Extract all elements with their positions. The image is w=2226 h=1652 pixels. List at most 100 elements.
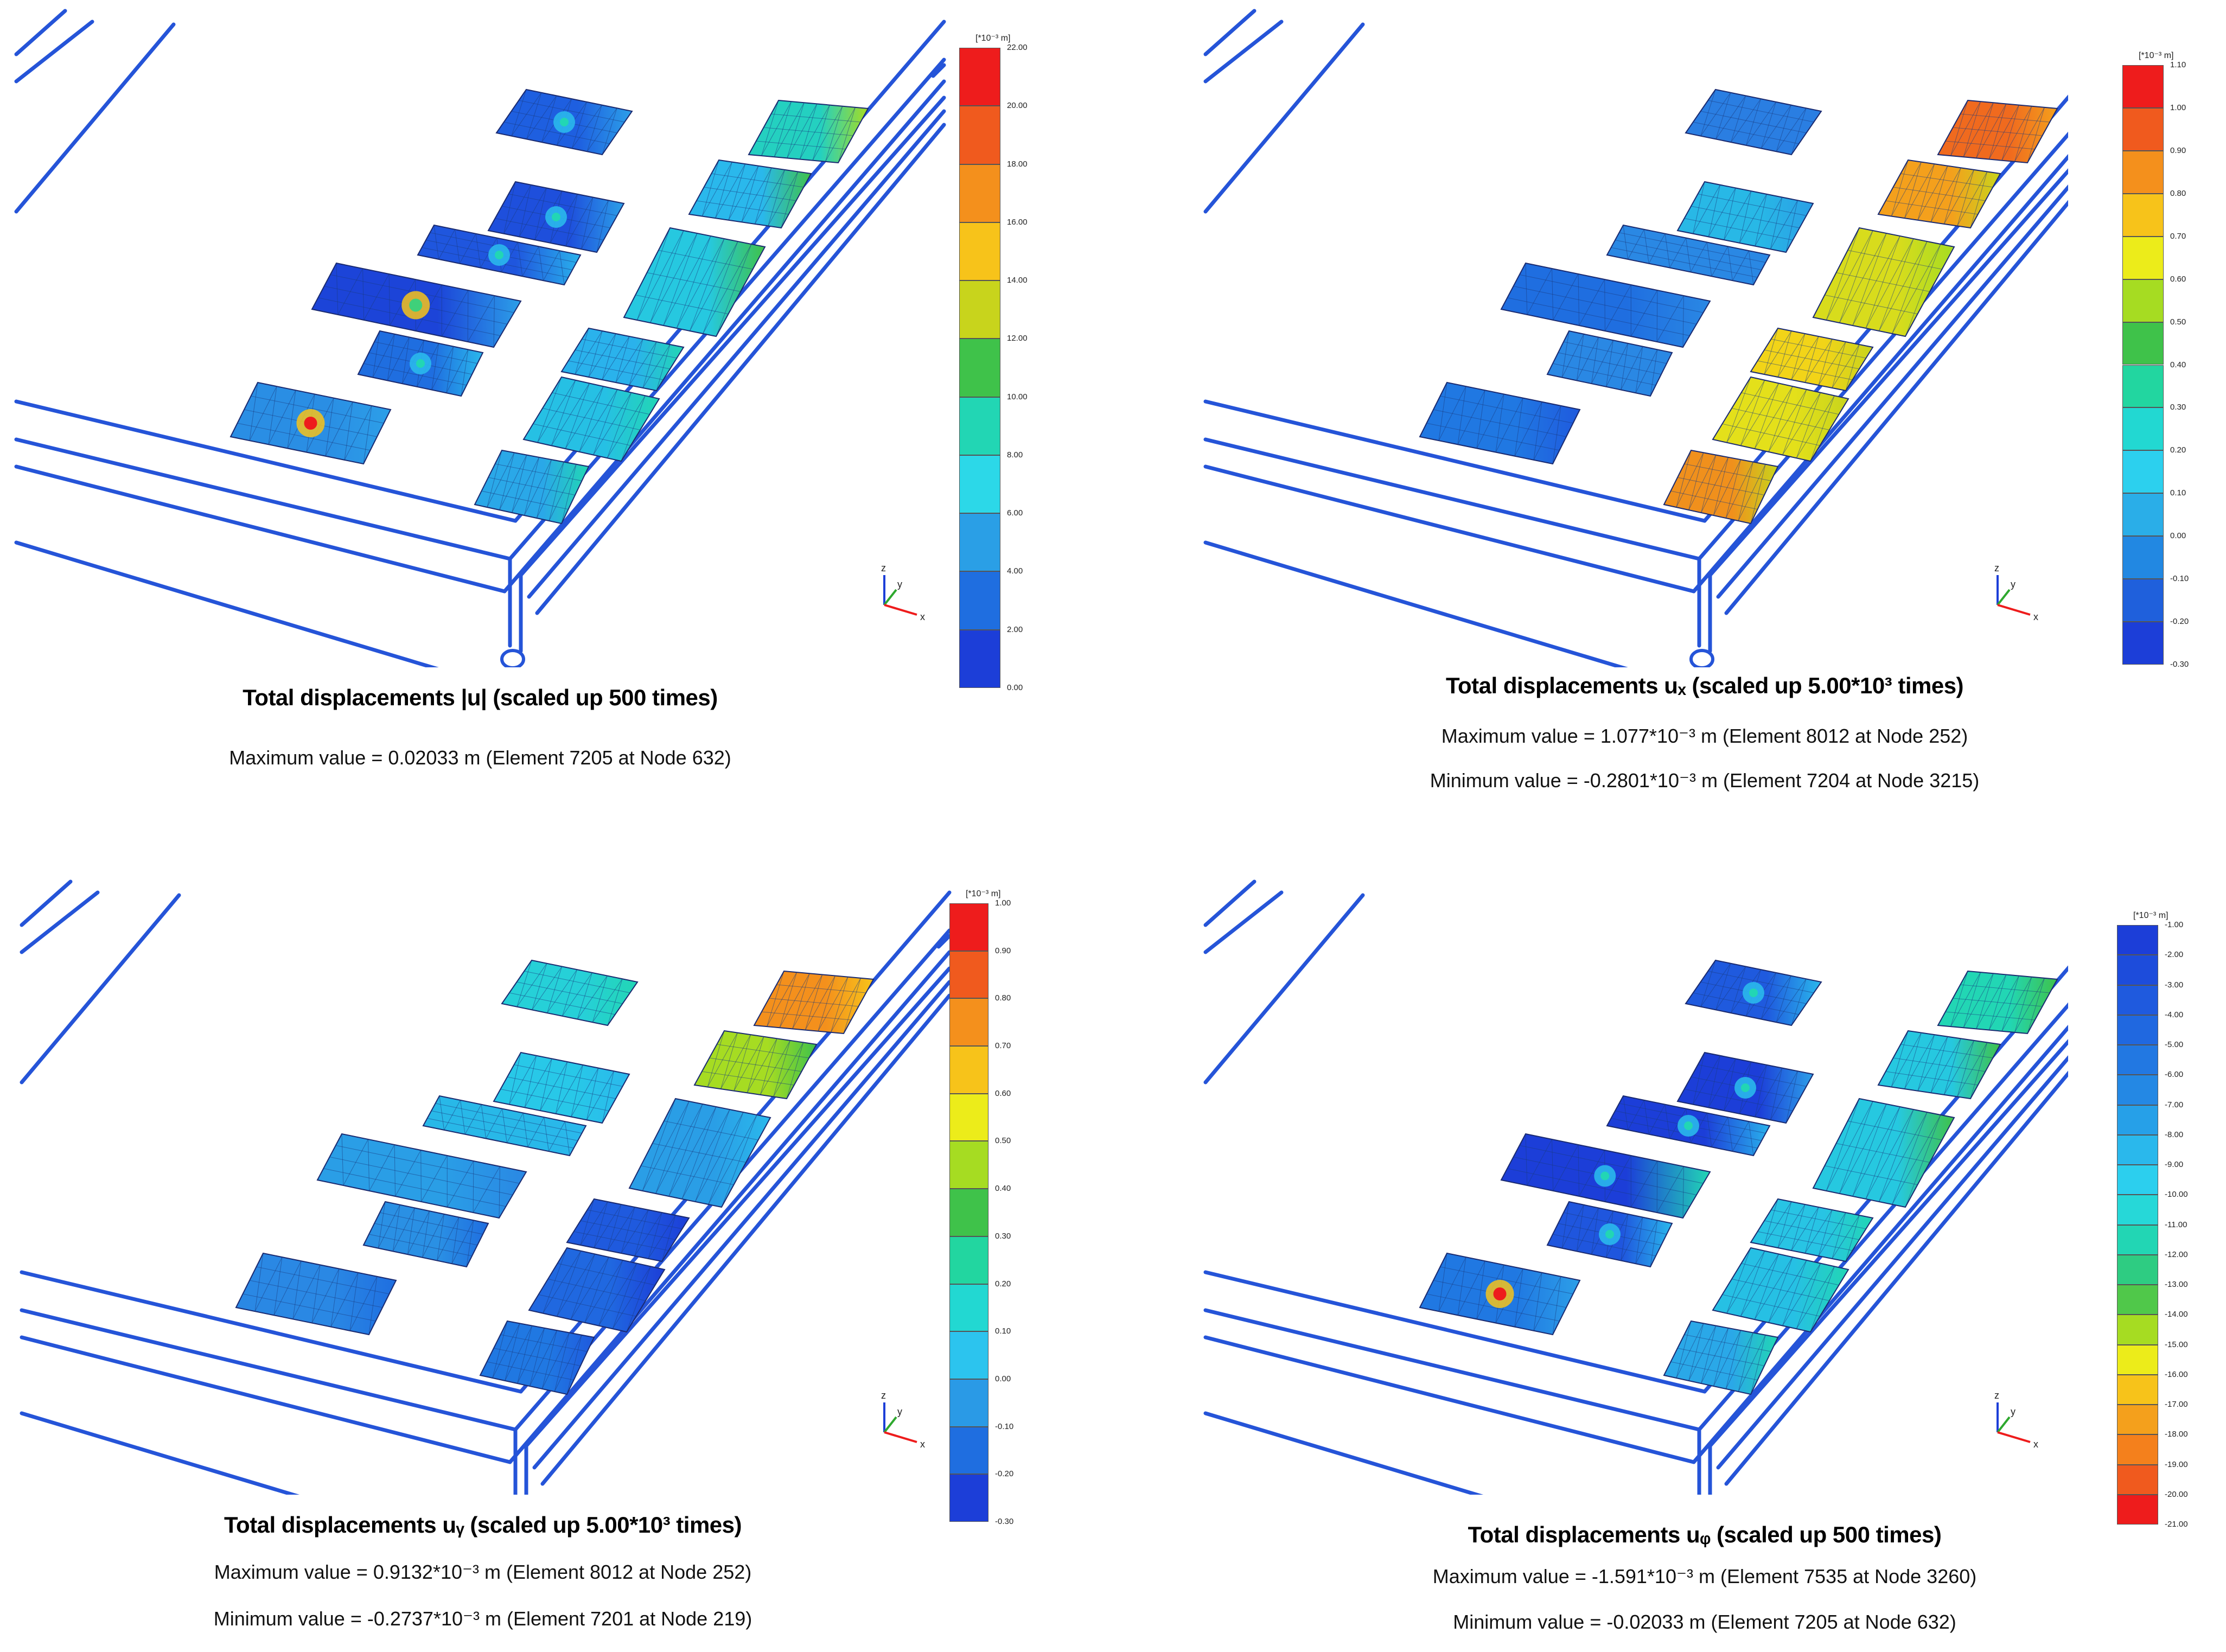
legend-tick-label: 0.70	[2170, 231, 2186, 241]
legend-color-band	[959, 629, 1000, 688]
legend-tick-label: 0.40	[2170, 360, 2186, 369]
legend-color-band	[949, 1141, 988, 1189]
legend-color-band	[949, 1474, 988, 1522]
mesh-patch	[628, 1098, 771, 1208]
structure-outline	[14, 9, 946, 667]
axis-triad: zy x	[881, 1390, 925, 1450]
legend-color-band	[959, 571, 1000, 630]
panel-title: Total displacements uᵧ (scaled up 5.00*1…	[224, 1512, 742, 1538]
legend-tick-label: -10.00	[2165, 1190, 2188, 1200]
model-view: z y x	[14, 9, 946, 667]
legend-color-band	[2117, 1374, 2158, 1405]
legend-tick-label: -13.00	[2165, 1280, 2188, 1289]
mesh-patch	[311, 262, 522, 348]
mesh-patch	[1750, 327, 1874, 392]
legend-color-band	[2122, 193, 2164, 237]
axis-z-label: z	[881, 1390, 886, 1401]
mesh-patch	[566, 1198, 690, 1262]
legend-color-band	[949, 903, 988, 951]
mesh-patch	[748, 99, 869, 164]
mesh-patch	[487, 181, 625, 253]
legend-tick-label: 1.00	[2170, 103, 2186, 112]
legend-color-band	[2122, 279, 2164, 322]
legend-tick-label: 0.00	[2170, 531, 2186, 541]
legend-tick-label: 6.00	[1007, 508, 1023, 518]
legend-tick-label: 0.40	[995, 1184, 1011, 1194]
mesh-patch	[1419, 381, 1581, 465]
mesh-patch	[522, 376, 660, 462]
legend-tick-label: 0.10	[2170, 488, 2186, 498]
axis-y-label: y	[897, 579, 902, 590]
legend-color-band	[2117, 1134, 2158, 1165]
panel-title: Total displacements uᵩ (scaled up 500 ti…	[1468, 1522, 1942, 1547]
legend-tick-label: -18.00	[2165, 1430, 2188, 1439]
legend-tick-label: 12.00	[1007, 334, 1028, 343]
legend-tick-label: -7.00	[2165, 1100, 2184, 1109]
legend-color-band	[2117, 1315, 2158, 1345]
mesh-patch	[1606, 224, 1771, 286]
legend-color-band	[949, 1236, 988, 1284]
legend-tick-label: -4.00	[2165, 1010, 2184, 1019]
legend-color-band	[949, 1284, 988, 1332]
legend-color-band	[2117, 985, 2158, 1015]
mesh-patch	[1812, 227, 1955, 337]
result-panel: z y x Total displacements uᵩ (scaled up 500…	[1113, 827, 2225, 1652]
legend-tick-label: 0.80	[995, 993, 1011, 1003]
legend-tick-label: 0.20	[2170, 445, 2186, 455]
model-view: z y x	[1203, 9, 2068, 667]
maximum-value-text: Maximum value = 0.02033 m (Element 7205 …	[229, 747, 731, 769]
result-panel: z y x Total displacements uᵧ (scaled up 5.0…	[0, 827, 1112, 1652]
legend-color-band	[959, 513, 1000, 572]
mesh-patch	[1419, 1252, 1581, 1336]
mesh-patch	[229, 381, 392, 465]
mesh-patch	[753, 970, 875, 1035]
legend-color-band	[2117, 1195, 2158, 1225]
legend-tick-label: 18.00	[1007, 159, 1028, 169]
axis-y-label: y	[2011, 579, 2015, 590]
legend-tick-label: -0.30	[2170, 660, 2189, 669]
panel-title: Total displacements |u| (scaled up 500 t…	[243, 685, 718, 710]
legend-unit: [*10⁻³ m]	[966, 889, 1001, 898]
mesh-patch	[1877, 159, 2001, 229]
mesh-patch	[560, 327, 685, 392]
legend-tick-label: 0.70	[995, 1041, 1011, 1051]
legend-color-band	[2122, 107, 2164, 151]
legend-tick-label: 8.00	[1007, 450, 1023, 460]
legend-tick-label: 0.60	[2170, 274, 2186, 284]
legend-tick-label: -12.00	[2165, 1249, 2188, 1259]
legend-tick-label: 0.10	[995, 1326, 1011, 1336]
legend-unit: [*10⁻³ m]	[975, 34, 1011, 43]
legend-tick-label: 4.00	[1007, 566, 1023, 576]
legend-tick-label: -16.00	[2165, 1369, 2188, 1379]
legend-tick-label: -9.00	[2165, 1160, 2184, 1169]
legend-tick-label: 0.90	[995, 946, 1011, 955]
legend-color-band	[2117, 1405, 2158, 1435]
legend-color-band	[959, 106, 1000, 164]
mesh-patch	[1663, 449, 1779, 525]
mesh-patch	[1676, 181, 1814, 253]
mesh-patch	[1937, 970, 2058, 1035]
legend-tick-label: 0.00	[1007, 683, 1023, 692]
axis-y-label: y	[897, 1406, 902, 1417]
legend-color-band	[2117, 1165, 2158, 1195]
mesh-patch	[1676, 1051, 1814, 1124]
legend-color-band	[959, 455, 1000, 514]
legend-tick-label: 0.00	[995, 1374, 1011, 1383]
mesh-patch	[623, 227, 766, 337]
legend-tick-label: 20.00	[1007, 101, 1028, 111]
legend-tick-label: 0.50	[2170, 317, 2186, 327]
legend-tick-label: -17.00	[2165, 1400, 2188, 1409]
axis-x-label: x	[920, 1439, 925, 1450]
axis-z-label: z	[1994, 1390, 1999, 1401]
mesh-patch	[474, 449, 590, 525]
mesh-patch	[1500, 1133, 1711, 1219]
legend-tick-label: -3.00	[2165, 980, 2184, 990]
legend-color-band	[2122, 536, 2164, 579]
axis-y-label: y	[2011, 1406, 2015, 1417]
mesh-patch	[1685, 959, 1822, 1026]
maximum-value-text: Maximum value = 1.077*10⁻³ m (Element 80…	[1441, 725, 1968, 747]
legend-tick-label: 1.00	[995, 898, 1011, 908]
mesh-patch	[357, 330, 484, 397]
mesh-patch	[422, 1095, 587, 1157]
legend-color-band	[949, 1093, 988, 1141]
